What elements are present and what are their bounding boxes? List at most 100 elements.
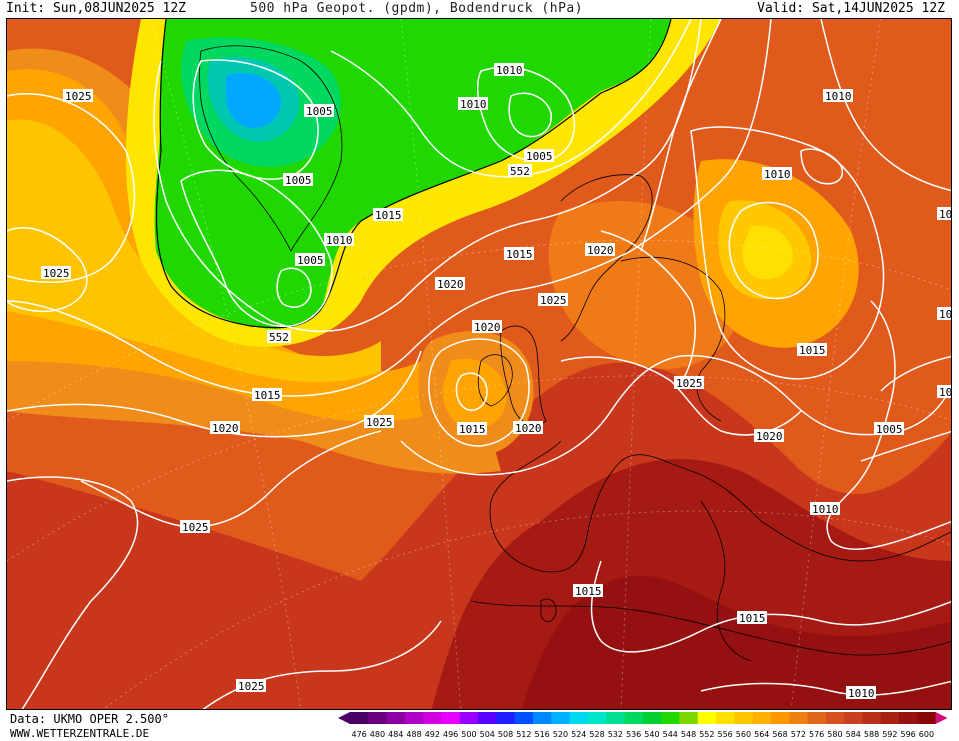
svg-text:1005: 1005: [526, 150, 553, 163]
legend-arrow-left: [338, 712, 350, 724]
legend-tick-label: 484: [388, 730, 403, 739]
legend-tick-label: 564: [754, 730, 769, 739]
legend-tick-label: 528: [589, 730, 604, 739]
svg-text:1015: 1015: [799, 344, 826, 357]
data-source: Data: UKMO OPER 2.500°: [10, 712, 169, 726]
website-url: WWW.WETTERZENTRALE.DE: [10, 727, 150, 740]
legend-swatch: [551, 712, 571, 724]
legend-swatch: [606, 712, 625, 724]
legend-swatch: [569, 712, 589, 724]
isobar-label: 552: [508, 164, 532, 178]
legend-swatch: [917, 712, 937, 724]
isobar-label: 1010: [494, 63, 524, 77]
svg-text:10: 10: [939, 386, 952, 399]
svg-text:552: 552: [269, 331, 289, 344]
svg-text:1020: 1020: [756, 430, 783, 443]
valid-time: Valid: Sat,14JUN2025 12Z: [757, 1, 945, 16]
isobar-label: 1015: [737, 611, 767, 625]
isobar-label: 1020: [585, 243, 615, 257]
weather-map[interactable]: 1025 1025 1005 1005 1010 1005 1010 1010 …: [6, 18, 952, 710]
legend-tick-label: 516: [535, 730, 550, 739]
legend-swatch: [899, 712, 918, 724]
legend-tick-label: 596: [901, 730, 916, 739]
isobar-label: 1015: [252, 388, 282, 402]
legend-tick-label: 560: [736, 730, 751, 739]
svg-text:1010: 1010: [496, 64, 523, 77]
isobar-label: 1020: [513, 421, 543, 435]
map-footer: Data: UKMO OPER 2.500° WWW.WETTERZENTRAL…: [0, 710, 959, 741]
svg-text:1020: 1020: [474, 321, 501, 334]
legend-tick-label: 508: [498, 730, 513, 739]
svg-text:552: 552: [510, 165, 530, 178]
isobar-label: 10: [937, 307, 951, 321]
svg-text:1020: 1020: [515, 422, 542, 435]
legend-swatch: [862, 712, 882, 724]
legend-tick-label: 584: [846, 730, 861, 739]
legend-swatch: [661, 712, 680, 724]
legend-tick-label: 572: [791, 730, 806, 739]
svg-text:10: 10: [939, 208, 952, 221]
isobar-label: 1025: [674, 376, 704, 390]
svg-text:1025: 1025: [65, 90, 92, 103]
legend-tick-label: 556: [718, 730, 733, 739]
isobar-label: 1010: [846, 686, 876, 700]
legend-arrow-right: [935, 712, 948, 724]
legend-swatch: [716, 712, 735, 724]
isobar-label: 1015: [373, 208, 403, 222]
svg-text:1020: 1020: [587, 244, 614, 257]
map-title: 500 hPa Geopot. (gpdm), Bodendruck (hPa): [250, 1, 584, 16]
svg-text:1020: 1020: [212, 422, 239, 435]
legend-tick-label: 540: [644, 730, 659, 739]
isobar-label: 1010: [458, 97, 488, 111]
isobar-label: 1020: [754, 429, 784, 443]
legend-swatch: [404, 712, 424, 724]
legend-tick-label: 488: [406, 730, 421, 739]
svg-text:1015: 1015: [506, 248, 533, 261]
svg-text:1015: 1015: [459, 423, 486, 436]
svg-text:1025: 1025: [182, 521, 209, 534]
legend-swatch: [533, 712, 552, 724]
svg-text:1010: 1010: [848, 687, 875, 700]
legend-swatch: [624, 712, 644, 724]
isobar-label: 10: [937, 385, 952, 399]
legend-tick-label: 544: [663, 730, 678, 739]
legend-swatch: [478, 712, 497, 724]
legend-swatch: [459, 712, 479, 724]
legend-tick-label: 476: [352, 730, 367, 739]
legend-tick-label: 580: [827, 730, 842, 739]
legend-tick-label: 520: [553, 730, 568, 739]
isobar-label: 1005: [304, 104, 334, 118]
svg-text:1025: 1025: [43, 267, 70, 280]
legend-swatch: [496, 712, 516, 724]
legend-tick-label: 512: [516, 730, 531, 739]
isobar-label: 1010: [823, 89, 853, 103]
legend-swatch: [770, 712, 790, 724]
legend-swatch: [825, 712, 845, 724]
legend-tick-label: 552: [699, 730, 714, 739]
svg-text:1005: 1005: [876, 423, 903, 436]
map-header: Init: Sun,08JUN2025 12Z 500 hPa Geopot. …: [0, 0, 959, 18]
isobar-label: 1020: [435, 277, 465, 291]
legend-swatch: [807, 712, 827, 724]
legend-tick-label: 576: [809, 730, 824, 739]
legend-tick-label: 504: [480, 730, 495, 739]
legend-swatch: [789, 712, 808, 724]
legend-tick-label: 592: [882, 730, 897, 739]
legend-tick-label: 588: [864, 730, 879, 739]
legend-swatch: [734, 712, 754, 724]
isobar-label: 1025: [41, 266, 71, 280]
isobar-label: 1020: [210, 421, 240, 435]
isobar-label: 1020: [472, 320, 502, 334]
svg-text:1025: 1025: [676, 377, 703, 390]
isobar-label: 1025: [538, 293, 568, 307]
isobar-label: 1015: [797, 343, 827, 357]
init-time: Init: Sun,08JUN2025 12Z: [6, 1, 187, 16]
legend-swatch: [423, 712, 442, 724]
legend-tick-label: 492: [425, 730, 440, 739]
legend-swatch: [386, 712, 406, 724]
legend-tick-label: 536: [626, 730, 641, 739]
svg-text:1005: 1005: [285, 174, 312, 187]
legend-tick-label: 524: [571, 730, 586, 739]
legend-tick-label: 568: [772, 730, 787, 739]
isobar-label: 1015: [504, 247, 534, 261]
